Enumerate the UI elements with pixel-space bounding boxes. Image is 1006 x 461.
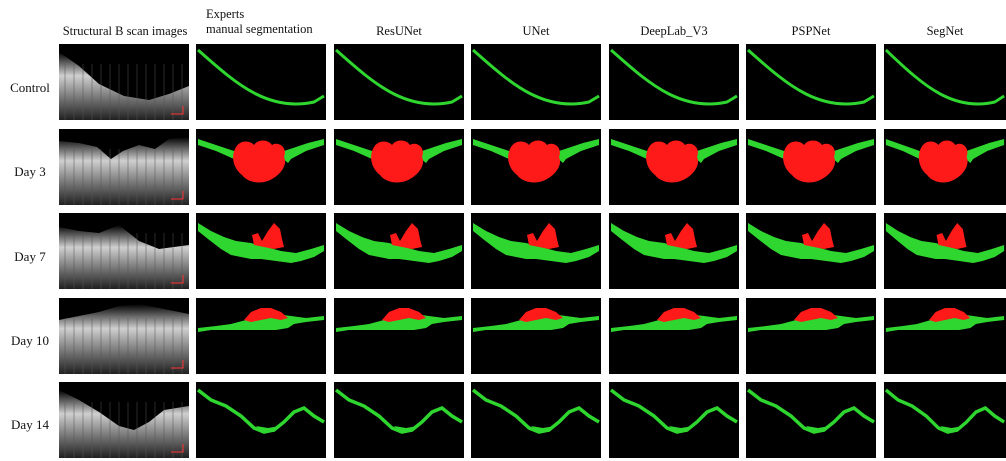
bscan-graphic [59, 137, 189, 205]
segmentation-mask [884, 298, 1006, 374]
segmentation-graphic [196, 388, 325, 434]
segmentation-mask [884, 129, 1006, 205]
segmentation-mask [196, 298, 326, 374]
segmentation-graphic [197, 48, 325, 106]
column-header-experts-line1: Experts [206, 7, 245, 21]
row-label-day3: Day 3 [14, 164, 46, 179]
segmentation-mask [196, 129, 326, 205]
segmentation-mask [746, 213, 876, 289]
segmentation-graphic [336, 223, 462, 263]
row-label-day14: Day 14 [11, 417, 49, 432]
segmentation-graphic [336, 139, 462, 183]
segmentation-graphic [473, 139, 599, 183]
bscan-image [59, 382, 189, 458]
segmentation-graphic [198, 139, 324, 183]
segmentation-graphic [748, 139, 874, 183]
segmentation-graphic [885, 308, 1005, 332]
segmentation-graphic [609, 388, 738, 434]
bscan-image [59, 44, 189, 120]
segmentation-mask [609, 129, 739, 205]
column-header-experts: Experts manual segmentation [196, 7, 326, 37]
segmentation-graphic [611, 308, 737, 332]
segmentation-mask [746, 382, 876, 458]
segmentation-graphic [334, 388, 463, 434]
bscan-image [59, 129, 189, 205]
segmentation-mask [471, 213, 601, 289]
segmentation-graphic [884, 388, 1005, 434]
segmentation-mask [746, 298, 876, 374]
segmentation-mask [746, 129, 876, 205]
column-header-experts-line2: manual segmentation [206, 22, 313, 36]
segmentation-graphic [336, 308, 462, 332]
segmentation-mask [334, 129, 464, 205]
segmentation-mask [884, 44, 1006, 120]
segmentation-graphic [610, 48, 738, 106]
segmentation-mask [334, 298, 464, 374]
bscan-graphic [59, 390, 189, 458]
segmentation-mask [471, 382, 601, 458]
segmentation-graphic [198, 223, 324, 263]
bscan-graphic [59, 225, 189, 289]
segmentation-graphic [747, 48, 875, 106]
segmentation-graphic [611, 223, 737, 263]
segmentation-mask [471, 44, 601, 120]
row-label-control: Control [10, 80, 50, 95]
column-header-unet: UNet [522, 24, 550, 38]
column-header-pspnet: PSPNet [791, 24, 831, 38]
column-header-deeplab: DeepLab_V3 [640, 24, 708, 38]
segmentation-graphic [885, 223, 1005, 263]
segmentation-mask [884, 213, 1006, 289]
segmentation-mask [196, 213, 326, 289]
segmentation-mask [196, 382, 326, 458]
segmentation-graphic [611, 139, 737, 183]
segmentation-graphic [473, 223, 599, 263]
segmentation-graphic [884, 48, 1005, 106]
column-header-resunet: ResUNet [376, 24, 422, 38]
segmentation-mask [334, 213, 464, 289]
bscan-image [59, 298, 189, 374]
segmentation-mask [471, 129, 601, 205]
segmentation-graphic [748, 223, 874, 263]
segmentation-graphic [748, 308, 874, 332]
segmentation-mask [746, 44, 876, 120]
column-header-segnet: SegNet [926, 24, 964, 38]
segmentation-mask [471, 298, 601, 374]
segmentation-mask [609, 298, 739, 374]
segmentation-mask [609, 382, 739, 458]
bscan-graphic [59, 304, 189, 374]
column-header-bscan: Structural B scan images [62, 24, 188, 38]
segmentation-graphic [335, 48, 463, 106]
row-label-day7: Day 7 [14, 249, 46, 264]
segmentation-mask [609, 44, 739, 120]
segmentation-graphic [471, 388, 600, 434]
segmentation-mask [884, 382, 1006, 458]
segmentation-mask [334, 44, 464, 120]
segmentation-graphic [473, 308, 599, 332]
segmentation-mask [334, 382, 464, 458]
bscan-image [59, 213, 189, 289]
segmentation-mask [196, 44, 326, 120]
segmentation-graphic [746, 388, 875, 434]
segmentation-graphic [198, 308, 324, 332]
segmentation-mask [609, 213, 739, 289]
row-label-day10: Day 10 [11, 333, 49, 348]
bscan-graphic [59, 52, 189, 120]
segmentation-graphic [885, 139, 1005, 183]
segmentation-graphic [472, 48, 600, 106]
